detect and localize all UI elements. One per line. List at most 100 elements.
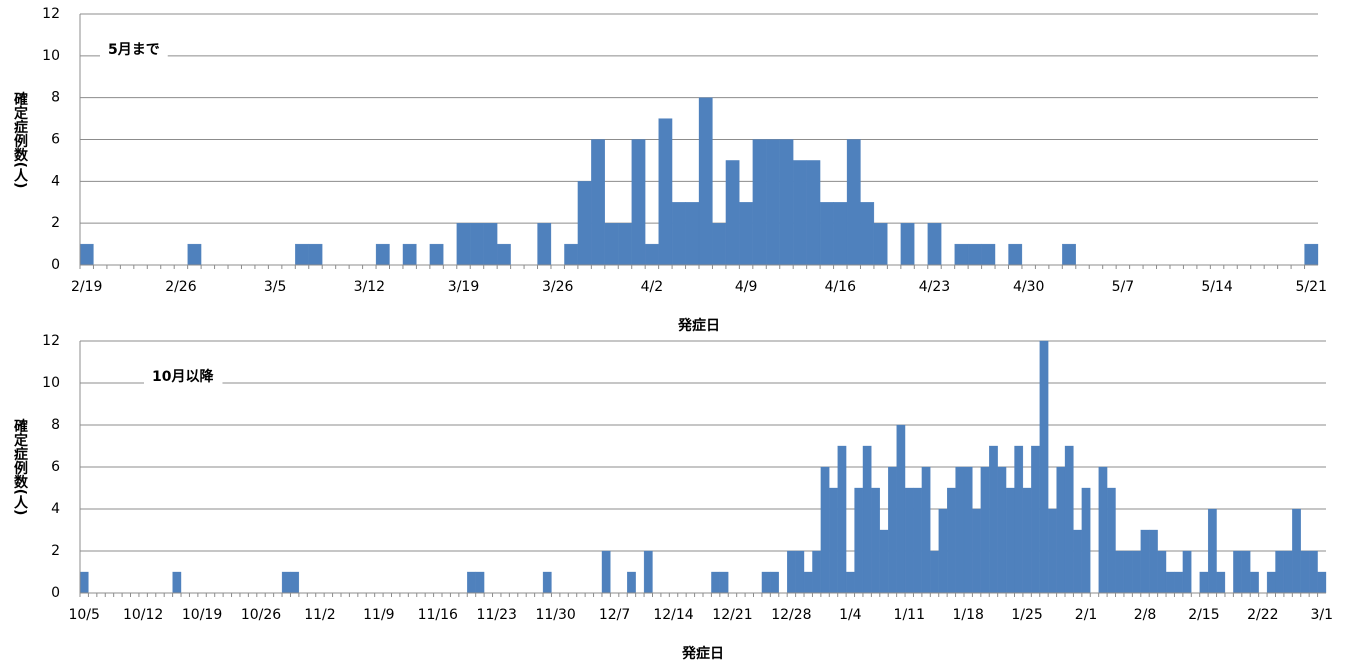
bar (1132, 550, 1141, 594)
x-tick-label: 11/16 (418, 607, 458, 623)
bar (1008, 243, 1023, 266)
bar (793, 160, 807, 266)
bar (187, 243, 202, 266)
x-tick-label: 3/1 (1311, 607, 1334, 623)
x-tick-label: 3/19 (448, 279, 479, 295)
x-tick-label: 1/4 (839, 607, 862, 623)
y-tick-label: 12 (42, 6, 60, 22)
bar (631, 139, 646, 266)
y-tick-label: 4 (51, 501, 60, 517)
x-tick-label: 2/26 (165, 279, 197, 295)
x-tick-label: 2/22 (1247, 607, 1278, 623)
bar (577, 181, 592, 266)
y-tick-label: 10 (42, 375, 60, 391)
bar (564, 243, 579, 266)
y-tick-label: 2 (51, 543, 60, 559)
y-axis-title: 確定症例数(人) (12, 91, 28, 188)
bar (955, 466, 965, 594)
bar (658, 118, 673, 266)
bar (79, 571, 89, 594)
bar (711, 571, 720, 594)
bar (402, 243, 417, 266)
bar (475, 571, 485, 594)
bar (1174, 571, 1184, 594)
bar (1304, 243, 1319, 266)
y-tick-label: 6 (51, 132, 60, 148)
x-tick-label: 10/19 (182, 607, 222, 623)
bar (290, 571, 300, 594)
bar (862, 445, 872, 594)
bar (1064, 445, 1074, 594)
bar (854, 487, 864, 594)
bar (1039, 340, 1049, 594)
bar (980, 466, 990, 594)
x-tick-label: 11/9 (363, 607, 394, 623)
bar (1309, 550, 1318, 594)
bar (1056, 466, 1066, 594)
bar (1275, 550, 1285, 594)
bar (846, 139, 861, 266)
bar (954, 243, 969, 266)
bar (770, 571, 779, 594)
y-axis-title: 確定症例数(人) (12, 418, 28, 515)
bar (927, 223, 942, 266)
bar (1266, 571, 1276, 594)
y-tick-label: 4 (51, 173, 60, 189)
bar (833, 202, 848, 266)
x-tick-label: 3/12 (354, 279, 385, 295)
bar (725, 160, 740, 266)
x-tick-label: 4/23 (919, 279, 950, 295)
bar (938, 508, 948, 594)
bar (879, 529, 889, 594)
x-tick-label: 5/14 (1201, 279, 1233, 295)
bar (470, 223, 484, 266)
annotation: 5月まで (108, 42, 160, 58)
bar (1207, 508, 1217, 594)
y-tick-label: 12 (42, 333, 60, 349)
bar (997, 466, 1007, 594)
x-tick-label: 3/26 (542, 279, 574, 295)
y-tick-label: 6 (51, 459, 60, 475)
bar (1098, 466, 1108, 594)
bar (795, 550, 805, 594)
bar (712, 223, 727, 266)
x-tick-label: 2/8 (1134, 607, 1157, 623)
x-axis-title: 発症日 (677, 317, 720, 334)
x-tick-label: 4/2 (641, 279, 664, 295)
bar (803, 571, 813, 594)
bar (618, 223, 632, 266)
bar (1157, 550, 1167, 594)
bar (1081, 487, 1091, 594)
bar (1140, 529, 1150, 594)
bar (1115, 550, 1125, 594)
bar (295, 243, 309, 266)
bar (671, 202, 686, 266)
x-tick-label: 5/21 (1296, 279, 1327, 295)
bar (1022, 487, 1032, 594)
bar (989, 445, 998, 594)
bar (739, 202, 753, 266)
annotation: 10月以降 (152, 368, 214, 385)
bar (685, 202, 700, 266)
bar (930, 550, 939, 594)
x-tick-label: 10/5 (68, 607, 99, 623)
bar (1300, 550, 1310, 594)
bar (896, 424, 906, 594)
bar (1241, 550, 1251, 594)
bar (1292, 508, 1301, 594)
bar (1005, 487, 1015, 594)
bar (787, 550, 796, 594)
x-tick-label: 12/28 (771, 607, 811, 623)
bar (604, 223, 619, 266)
y-tick-label: 8 (51, 90, 60, 106)
bar (829, 487, 838, 594)
bar (1199, 571, 1209, 594)
bar (871, 487, 880, 594)
x-tick-label: 12/21 (712, 607, 752, 623)
bar (1014, 445, 1024, 594)
y-tick-label: 10 (42, 48, 60, 64)
bar (967, 243, 982, 266)
bar (1283, 550, 1293, 594)
bar (79, 243, 94, 266)
